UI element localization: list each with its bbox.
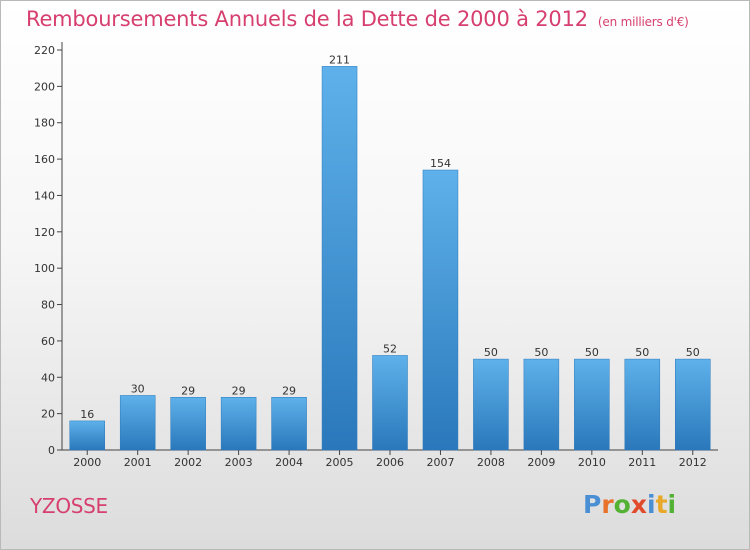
bar-2002 (170, 397, 206, 451)
x-tick-label: 2001 (124, 456, 152, 469)
data-label: 50 (585, 346, 599, 359)
logo-letter: o (613, 490, 631, 519)
data-labels: 16 30 29 29 29 211 52 154 50 50 50 50 50 (80, 53, 700, 421)
logo-letter: P (583, 490, 602, 519)
data-label: 154 (430, 157, 451, 170)
x-tick-label: 2009 (527, 456, 555, 469)
bar-2004 (271, 397, 307, 451)
logo-letter: r (601, 490, 614, 519)
x-tick-label: 2010 (578, 456, 606, 469)
x-tick-label: 2000 (73, 456, 101, 469)
x-tick-label: 2007 (426, 456, 454, 469)
x-tick-label: 2005 (326, 456, 354, 469)
data-label: 29 (232, 384, 246, 397)
data-label: 29 (181, 384, 195, 397)
x-tick-label: 2006 (376, 456, 404, 469)
bar-2009 (523, 358, 560, 451)
bars (69, 66, 711, 451)
data-label: 50 (635, 346, 649, 359)
x-tick-label: 2002 (174, 456, 202, 469)
bar-2008 (473, 358, 509, 451)
bar-2003 (220, 397, 257, 451)
bar-2010 (574, 358, 610, 451)
y-tick-label: 200 (34, 80, 55, 93)
logo-letter: i (667, 490, 677, 519)
chart-title-text: Remboursements Annuels de la Dette de 20… (26, 7, 588, 31)
bar-2007 (422, 169, 459, 451)
chart-title: Remboursements Annuels de la Dette de 20… (26, 7, 689, 31)
bar-2006 (372, 355, 408, 451)
x-tick-label: 2011 (628, 456, 656, 469)
data-label: 50 (686, 346, 700, 359)
bar-2011 (624, 358, 661, 451)
bar-2001 (119, 395, 156, 451)
y-tick-label: 0 (48, 444, 55, 457)
y-tick-label: 160 (34, 153, 55, 166)
data-label: 211 (329, 53, 350, 66)
logo-letter: i (647, 490, 656, 519)
bar-2012 (675, 358, 711, 451)
data-label: 29 (282, 384, 296, 397)
data-label: 30 (131, 382, 145, 395)
data-label: 50 (484, 346, 498, 359)
y-tick-label: 40 (41, 371, 55, 384)
proxiti-logo: Proxiti (583, 490, 676, 519)
bar-2005 (321, 66, 358, 451)
chart-subtitle: (en milliers d'€) (597, 15, 689, 29)
y-tick-label: 60 (41, 335, 55, 348)
y-tick-label: 220 (34, 44, 55, 57)
commune-name: YZOSSE (30, 494, 108, 518)
y-tick-label: 180 (34, 117, 55, 130)
y-tick-label: 80 (41, 299, 55, 312)
x-tick-label: 2012 (679, 456, 707, 469)
data-label: 50 (534, 346, 548, 359)
x-tick-label: 2008 (477, 456, 505, 469)
data-label: 52 (383, 342, 397, 355)
y-tick-label: 100 (34, 262, 55, 275)
bar-2000 (69, 420, 105, 451)
x-tick-label: 2003 (225, 456, 253, 469)
x-tick-label: 2004 (275, 456, 303, 469)
y-tick-label: 120 (34, 226, 55, 239)
y-tick-label: 140 (34, 189, 55, 202)
logo-letter: x (630, 490, 647, 519)
data-label: 16 (80, 408, 94, 421)
y-tick-label: 20 (41, 408, 55, 421)
logo-letter: t (655, 490, 668, 519)
